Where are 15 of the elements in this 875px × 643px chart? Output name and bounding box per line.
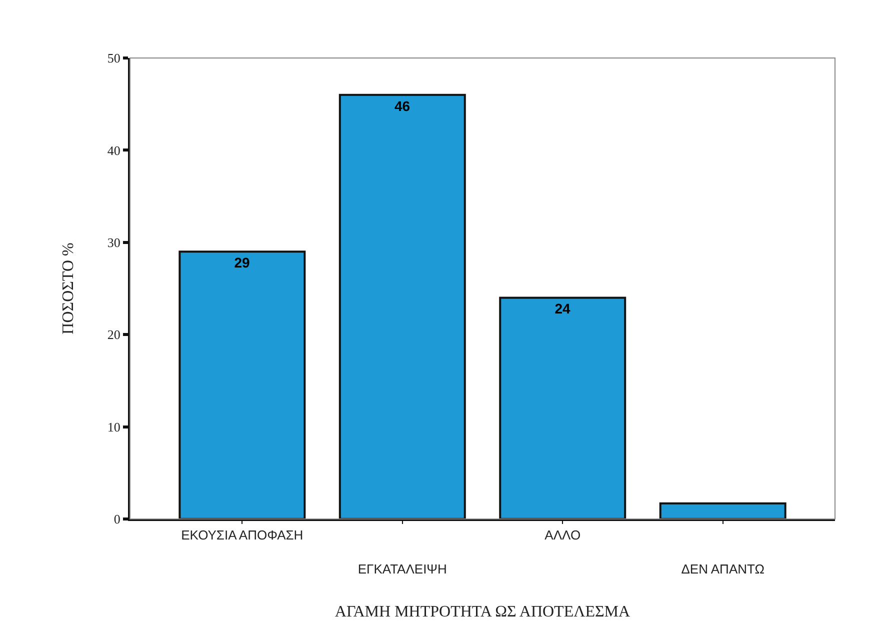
data-label: 46 bbox=[394, 98, 410, 114]
y-tick-label: 20 bbox=[107, 327, 120, 342]
y-tick-label: 30 bbox=[107, 234, 120, 250]
x-tick-label: ΕΚΟΥΣΙΑ ΑΠΟΦΑΣΗ bbox=[181, 528, 304, 543]
x-tick-label: ΔΕΝ ΑΠΑΝΤΩ bbox=[681, 561, 765, 576]
y-tick-label: 10 bbox=[107, 419, 120, 434]
y-tick-label: 50 bbox=[107, 50, 120, 66]
x-tick-label: ΑΛΛΟ bbox=[544, 528, 581, 543]
data-label: 24 bbox=[554, 300, 571, 317]
y-tick-label: 40 bbox=[107, 142, 120, 158]
y-axis-title: ΠΟΣΟΣΤΟ % bbox=[60, 242, 77, 334]
y-tick-label: 0 bbox=[114, 512, 120, 527]
data-label: 29 bbox=[234, 254, 250, 271]
x-tick-label: ΕΓΚΑΤΑΛΕΙΨΗ bbox=[358, 561, 447, 576]
x-axis-title: ΑΓΑΜΗ ΜΗΤΡΟΤΗΤΑ ΩΣ ΑΠΟΤΕΛΕΣΜΑ bbox=[334, 604, 631, 621]
